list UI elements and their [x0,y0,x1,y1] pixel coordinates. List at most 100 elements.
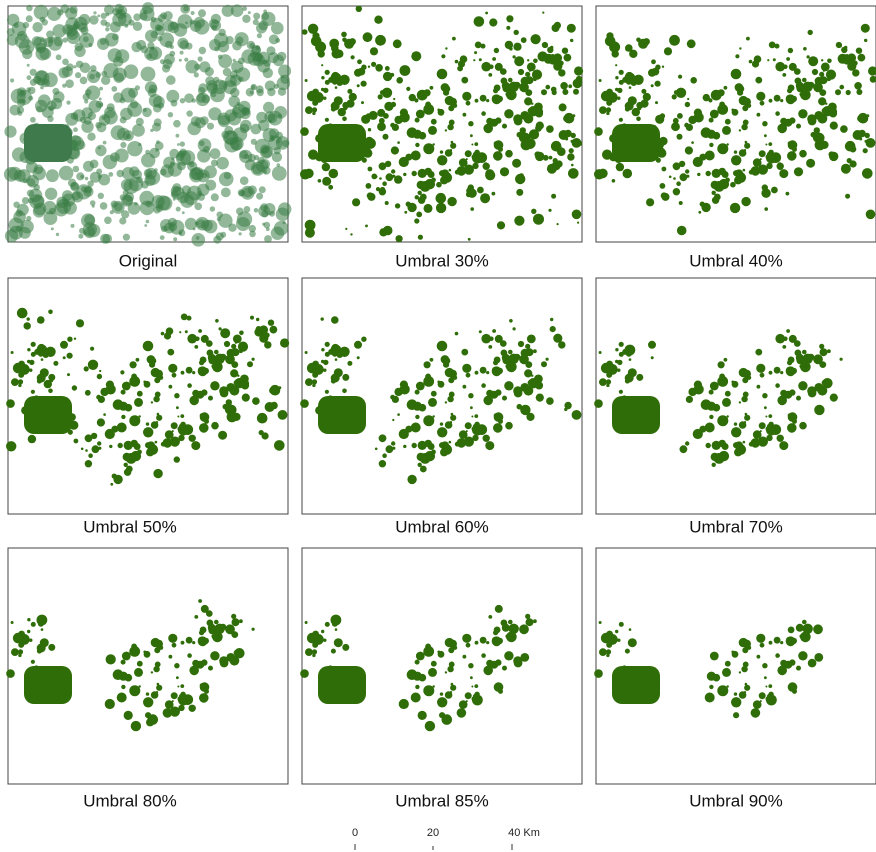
map-panel: Umbral 30% [300,6,583,271]
vegetation-patch [67,353,73,359]
vegetation-patch [441,54,445,58]
vegetation-patch [762,663,767,668]
vegetation-patch [550,46,553,49]
vegetation-patch [80,77,88,85]
vegetation-patch [606,379,611,384]
vegetation-patch [146,448,154,456]
vegetation-patch [329,169,339,179]
vegetation-patch [533,349,537,353]
vegetation-patch [67,337,72,342]
vegetation-patch [26,5,33,12]
vegetation-patch [606,642,612,648]
vegetation-patch [74,439,79,444]
vegetation-patch [198,56,203,61]
panel-label: Umbral 90% [689,791,783,810]
vegetation-patch [488,345,492,349]
panel-label: Umbral 30% [395,251,489,270]
vegetation-patch [24,322,31,329]
vegetation-patch [321,360,324,363]
vegetation-patch [252,397,260,405]
vegetation-patch [495,117,501,123]
vegetation-patch [447,396,453,402]
vegetation-patch [191,116,201,126]
map-panel: Original [4,2,292,270]
vegetation-patch [168,22,180,34]
vegetation-patch [830,394,838,402]
vegetation-patch [144,224,147,227]
vegetation-patch [708,98,712,102]
vegetation-patch [280,338,289,347]
vegetation-patch [862,168,873,179]
vegetation-patch [256,112,267,123]
vegetation-patch [678,75,682,79]
vegetation-patch [411,423,421,433]
vegetation-patch [765,144,767,146]
vegetation-patch [514,117,523,126]
vegetation-patch [480,193,490,203]
vegetation-patch [813,354,823,364]
vegetation-patch [399,699,409,709]
vegetation-patch [90,347,94,351]
vegetation-patch [36,47,50,61]
vegetation-patch [99,370,101,372]
vegetation-patch [725,119,731,125]
vegetation-patch [594,399,603,408]
vegetation-patch [625,48,628,51]
vegetation-patch [505,422,513,430]
vegetation-patch [400,109,408,117]
vegetation-patch [220,232,226,238]
panel-label: Umbral 80% [83,791,177,810]
vegetation-patch [669,176,672,179]
vegetation-patch [504,109,513,118]
vegetation-patch [411,693,421,703]
vegetation-patch [474,414,478,418]
vegetation-patch [550,318,553,321]
vegetation-patch [822,108,828,114]
vegetation-patch [773,58,776,61]
vegetation-patch [300,127,309,136]
vegetation-patch [531,209,536,214]
vegetation-patch [549,156,553,160]
vegetation-patch [115,49,129,63]
vegetation-patch [27,64,30,67]
vegetation-patch [221,188,231,198]
vegetation-patch [164,54,175,65]
vegetation-patch [202,173,208,179]
vegetation-patch [552,90,557,95]
vegetation-patch [84,99,88,103]
vegetation-patch [775,62,785,72]
vegetation-patch [759,150,766,157]
vegetation-patch [735,83,744,92]
vegetation-patch [497,638,503,644]
vegetation-patch [206,610,213,617]
vegetation-patch [786,329,790,333]
vegetation-patch [447,197,456,206]
vegetation-patch [325,80,330,85]
vegetation-patch [117,423,127,433]
vegetation-patch [53,361,58,366]
vegetation-patch [506,15,513,22]
vegetation-patch [751,166,761,176]
vegetation-patch [751,708,761,718]
vegetation-patch [502,124,507,129]
vegetation-patch [535,382,543,390]
vegetation-patch [173,120,181,128]
vegetation-patch [710,110,719,119]
vegetation-patch [347,89,352,94]
vegetation-patch [762,393,767,398]
vegetation-patch [125,24,129,28]
vegetation-patch [397,413,400,416]
vegetation-patch [233,335,242,344]
vegetation-patch [180,194,194,208]
vegetation-patch [230,656,240,666]
vegetation-patch [119,97,125,103]
vegetation-patch [787,88,792,93]
vegetation-patch [457,166,467,176]
vegetation-patch [171,692,178,699]
vegetation-patch [537,108,544,115]
vegetation-patch [779,169,788,178]
vegetation-patch [211,193,219,201]
vegetation-patch [201,95,210,104]
vegetation-patch [553,334,562,343]
vegetation-patch [715,135,719,139]
